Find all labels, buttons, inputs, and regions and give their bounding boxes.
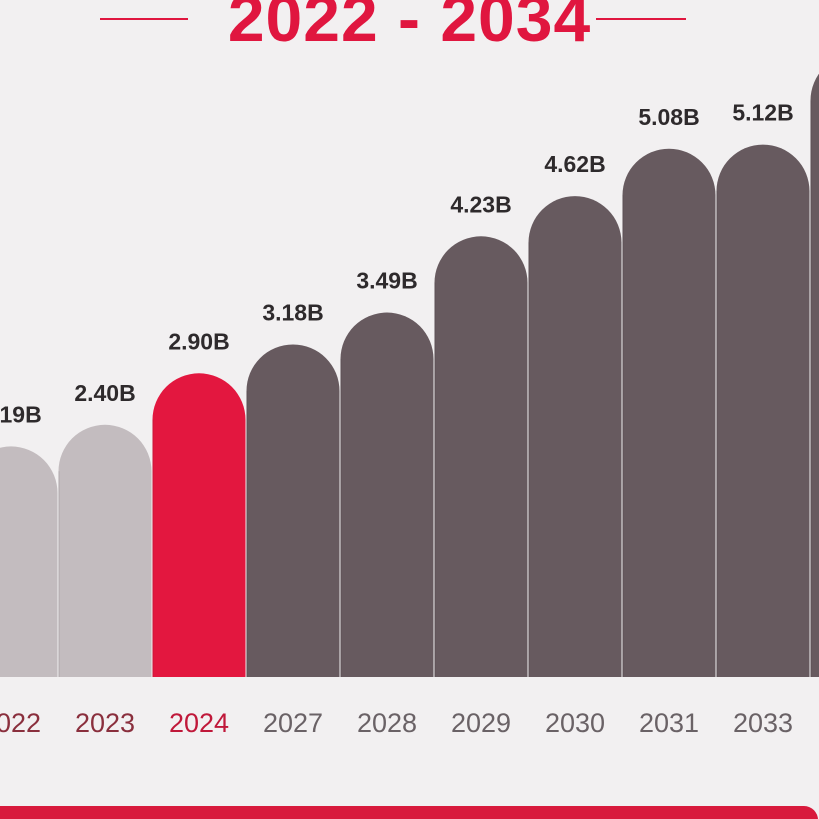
title-rule-left [100,18,188,20]
bar-2029 [434,236,528,677]
bar-2028 [340,312,434,677]
bar-2033 [716,144,810,677]
value-label-2023: 2.40B [74,380,135,406]
bar-2022 [0,446,58,677]
bar-2023 [58,424,152,677]
category-label-2030: 2030 [545,708,605,738]
category-label-2024: 2024 [169,708,229,738]
bar-2027 [246,344,340,677]
value-label-2028: 3.49B [356,268,417,294]
category-label-2031: 2031 [639,708,699,738]
value-label-2022: 2.19B [0,401,42,427]
value-label-2033: 5.12B [732,100,793,126]
category-label-2022: 2022 [0,708,41,738]
category-label-2029: 2029 [451,708,511,738]
category-label-2028: 2028 [357,708,417,738]
bottom-banner [0,806,818,819]
chart-title: 2022 - 2034 [227,0,592,55]
bar-2034 [810,73,819,677]
title-area: 2022 - 2034 [0,0,819,58]
category-label-2023: 2023 [75,708,135,738]
bar-2031 [622,148,716,677]
value-label-2029: 4.23B [450,191,511,217]
value-label-2027: 3.18B [262,299,323,325]
value-label-2024: 2.90B [168,328,229,354]
category-label-2033: 2033 [733,708,793,738]
bar-2030 [528,196,622,677]
bar-2024 [152,373,246,677]
value-label-2030: 4.62B [544,151,605,177]
category-label-2027: 2027 [263,708,323,738]
value-label-2031: 5.08B [638,104,699,130]
title-rule-right [596,18,686,20]
